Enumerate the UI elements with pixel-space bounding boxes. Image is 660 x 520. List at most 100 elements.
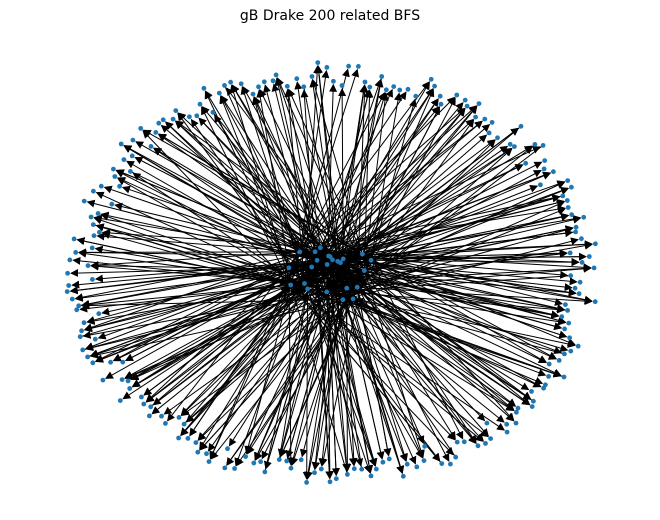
graph-node: [495, 135, 500, 141]
graph-hub-node: [318, 245, 323, 251]
graph-edge: [370, 260, 464, 440]
graph-edge: [329, 275, 571, 296]
graph-node: [69, 296, 75, 302]
graph-node: [359, 466, 365, 472]
graph-node: [562, 326, 567, 332]
graph-node: [333, 476, 339, 482]
graph-node: [315, 60, 321, 65]
graph-node: [483, 441, 488, 446]
graph-node: [262, 469, 268, 475]
graph-edge: [290, 250, 568, 286]
graph-edge: [210, 287, 348, 460]
graph-node: [111, 166, 116, 172]
graph-node: [79, 328, 84, 334]
graph-edge: [288, 91, 407, 269]
graph-edge: [123, 145, 318, 261]
graph-edge: [271, 83, 318, 261]
graph-node: [579, 236, 584, 242]
graph-edge: [316, 120, 483, 261]
graph-edge: [87, 254, 361, 358]
graph-node: [228, 79, 234, 85]
graph-edge: [332, 259, 568, 339]
graph-node: [148, 404, 154, 410]
graph-node: [504, 421, 510, 427]
graph-edge: [370, 259, 547, 363]
graph-node: [576, 291, 582, 297]
graph-node: [121, 157, 127, 163]
graph-node: [284, 458, 290, 464]
graph-node: [96, 311, 102, 317]
graph-node: [504, 429, 510, 435]
graph-edge: [292, 286, 443, 464]
graph-node: [531, 398, 536, 404]
graph-edge: [325, 264, 334, 480]
graph-node: [561, 374, 567, 380]
graph-edge: [362, 253, 592, 272]
graph-edge: [342, 237, 579, 301]
edge-layer: [69, 65, 593, 480]
graph-edge: [93, 224, 289, 286]
graph-edge: [185, 270, 365, 423]
graph-edge: [278, 291, 310, 460]
graph-node: [284, 83, 290, 89]
graph-edge: [361, 88, 435, 255]
graph-node: [523, 160, 529, 166]
graph-node: [453, 454, 459, 460]
graph-node: [92, 336, 98, 342]
graph-node: [193, 440, 199, 445]
graph-node: [206, 459, 212, 464]
graph-node: [518, 123, 524, 129]
graph-node: [368, 473, 374, 479]
graph-node: [156, 120, 162, 126]
graph-edge: [285, 88, 318, 261]
graph-node: [346, 63, 351, 69]
graph-node: [331, 78, 336, 84]
graph-edge: [342, 258, 456, 440]
graph-node: [109, 201, 115, 207]
graph-node: [529, 389, 534, 394]
graph-node: [529, 404, 535, 409]
graph-node: [210, 109, 216, 115]
graph-hub-node: [361, 268, 367, 273]
graph-node: [216, 90, 222, 96]
graph-edge: [311, 88, 434, 268]
graph-edge: [346, 264, 592, 289]
graph-node: [258, 459, 263, 465]
graph-node: [232, 466, 238, 471]
graph-node: [356, 64, 361, 69]
graph-node: [98, 183, 104, 189]
graph-node: [421, 458, 427, 463]
graph-edge: [355, 297, 565, 355]
graph-node: [586, 254, 592, 259]
graph-edge: [201, 106, 292, 286]
graph-node: [513, 420, 519, 426]
graph-node: [261, 79, 267, 85]
graph-node: [464, 103, 470, 109]
graph-edge: [359, 145, 544, 286]
graph-node: [515, 405, 521, 411]
graph-node: [95, 211, 101, 216]
graph-edge: [95, 191, 308, 290]
graph-edge: [340, 134, 488, 264]
graph-node: [222, 83, 227, 88]
graph-node: [592, 299, 598, 305]
graph-node: [577, 279, 583, 285]
graph-node: [379, 74, 385, 79]
graph-node: [324, 65, 330, 70]
graph-node: [573, 229, 578, 235]
graph-node: [90, 222, 96, 228]
graph-node: [546, 361, 552, 367]
graph-edge: [311, 249, 568, 268]
graph-node: [454, 439, 460, 445]
graph-node: [546, 374, 551, 379]
graph-hub-node: [305, 286, 310, 292]
graph-node: [243, 454, 249, 459]
graph-hub-node: [288, 282, 294, 288]
graph-edge: [290, 284, 355, 302]
graph-hub-node: [314, 257, 320, 263]
graph-edge: [197, 299, 344, 441]
graph-edge: [342, 299, 544, 385]
graph-node: [565, 205, 571, 210]
graph-node: [541, 385, 546, 391]
